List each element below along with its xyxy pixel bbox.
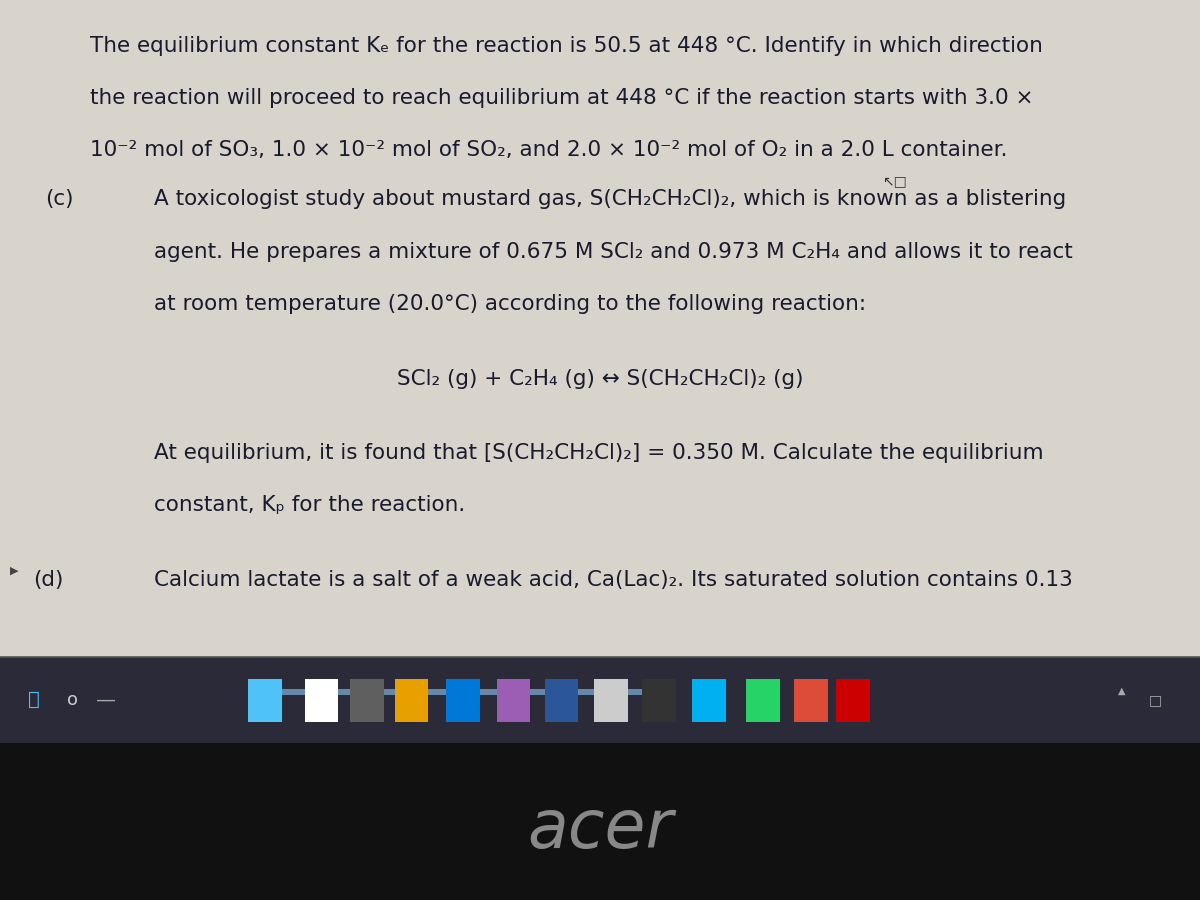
Text: (c): (c): [46, 190, 74, 210]
Text: ▲: ▲: [1118, 686, 1126, 696]
Text: agent. He prepares a mixture of 0.675 M SCl₂ and 0.973 M C₂H₄ and allows it to r: agent. He prepares a mixture of 0.675 M …: [154, 242, 1073, 262]
Bar: [642, 679, 676, 722]
Bar: [446, 679, 480, 722]
Bar: [594, 679, 628, 722]
Bar: [545, 679, 578, 722]
Bar: [497, 679, 530, 722]
Bar: [746, 679, 780, 722]
Bar: [248, 679, 282, 722]
Text: constant, Kₚ for the reaction.: constant, Kₚ for the reaction.: [154, 496, 464, 516]
Text: SCl₂ (g) + C₂H₄ (g) ↔ S(CH₂CH₂Cl)₂ (g): SCl₂ (g) + C₂H₄ (g) ↔ S(CH₂CH₂Cl)₂ (g): [397, 369, 803, 389]
Text: A toxicologist study about mustard gas, S(CH₂CH₂Cl)₂, which is known as a bliste: A toxicologist study about mustard gas, …: [154, 190, 1066, 210]
Bar: [350, 679, 384, 722]
Text: □: □: [1150, 693, 1162, 706]
Text: (d): (d): [34, 571, 64, 590]
Text: The equilibrium constant Kₑ for the reaction is 50.5 at 448 °C. Identify in whic: The equilibrium constant Kₑ for the reac…: [90, 36, 1043, 56]
Bar: [305, 679, 338, 722]
Bar: [395, 679, 428, 722]
Text: the reaction will proceed to reach equilibrium at 448 °C if the reaction starts : the reaction will proceed to reach equil…: [90, 88, 1033, 108]
Text: At equilibrium, it is found that [S(CH₂CH₂Cl)₂] = 0.350 M. Calculate the equilib: At equilibrium, it is found that [S(CH₂C…: [154, 444, 1043, 464]
Bar: [836, 679, 870, 722]
Text: ▶: ▶: [10, 566, 18, 576]
Text: ―: ―: [96, 691, 115, 709]
Text: ⧳: ⧳: [28, 690, 40, 709]
Text: at room temperature (20.0°C) according to the following reaction:: at room temperature (20.0°C) according t…: [154, 294, 865, 314]
Text: acer: acer: [527, 796, 673, 862]
Bar: [0, 657, 1200, 742]
Bar: [794, 679, 828, 722]
Text: Calcium lactate is a salt of a weak acid, Ca(Lac)₂. Its saturated solution conta: Calcium lactate is a salt of a weak acid…: [154, 571, 1073, 590]
Bar: [264, 688, 648, 696]
Bar: [692, 679, 726, 722]
Bar: [0, 742, 1200, 900]
Text: o: o: [66, 691, 78, 709]
Text: 10⁻² mol of SO₃, 1.0 × 10⁻² mol of SO₂, and 2.0 × 10⁻² mol of O₂ in a 2.0 L cont: 10⁻² mol of SO₃, 1.0 × 10⁻² mol of SO₂, …: [90, 140, 1008, 160]
Text: ↖□: ↖□: [882, 174, 907, 188]
Bar: [0, 0, 1200, 657]
